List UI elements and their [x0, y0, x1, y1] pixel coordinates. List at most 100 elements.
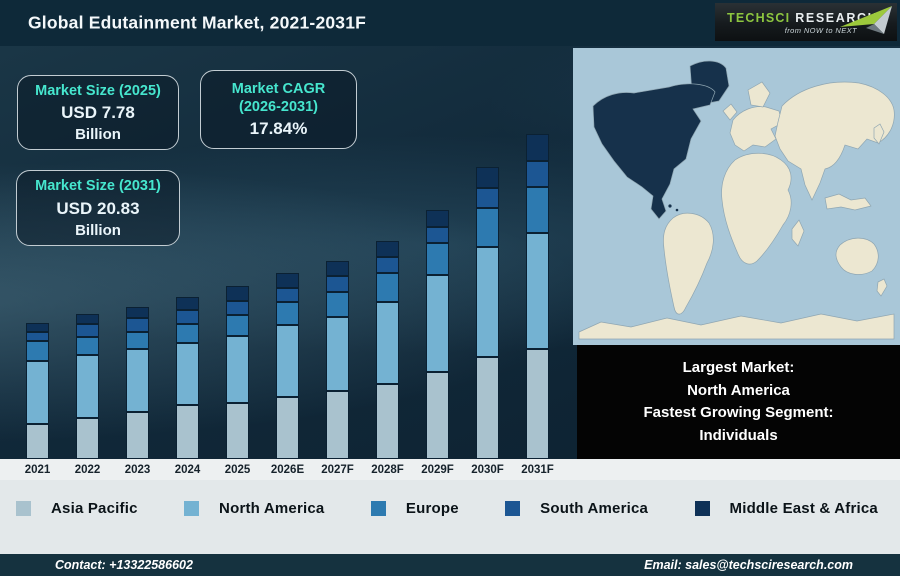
- map-caribbean-island: [675, 208, 679, 212]
- legend-label: Middle East & Africa: [729, 499, 878, 517]
- bar-2029F: [426, 210, 449, 459]
- footer-bar: Contact: +13322586602 Email: sales@techs…: [0, 554, 900, 576]
- note-line: Largest Market:: [682, 359, 795, 376]
- map-antarctica: [578, 313, 895, 340]
- bar-segment-europe: [76, 337, 99, 355]
- bar-2030F: [476, 167, 499, 459]
- x-axis-label-2021: 2021: [24, 464, 51, 476]
- largest-market-note: Largest Market: North America Fastest Gr…: [577, 345, 900, 459]
- legend-swatch: [694, 500, 710, 516]
- legend-label: North America: [219, 499, 325, 517]
- logo-brand-primary: TechSci: [727, 11, 791, 25]
- bar-segment-europe: [226, 315, 249, 336]
- x-axis-label-2031F: 2031F: [521, 464, 554, 476]
- note-line: Fastest Growing Segment:: [643, 404, 834, 421]
- bar-2021: [26, 323, 49, 459]
- bar-2025: [226, 286, 249, 459]
- page-title: Global Edutainment Market, 2021-2031F: [28, 12, 367, 33]
- legend-swatch: [16, 500, 31, 516]
- map-new-zealand: [876, 278, 888, 297]
- bar-segment-middle-east-africa: [226, 286, 249, 301]
- map-europe: [729, 106, 783, 152]
- map-caribbean-island: [668, 204, 672, 208]
- info-box-value: USD 20.83: [56, 198, 140, 218]
- bar-2031F: [526, 134, 549, 459]
- bar-segment-south-america: [376, 257, 399, 273]
- bar-segment-asia-pacific: [326, 391, 349, 459]
- logo-arrow-icon: [840, 6, 892, 34]
- bar-segment-europe: [526, 187, 549, 233]
- legend-label: South America: [540, 499, 649, 517]
- bar-segment-middle-east-africa: [126, 307, 149, 318]
- bar-segment-middle-east-africa: [376, 241, 399, 257]
- bar-segment-asia-pacific: [76, 418, 99, 459]
- bar-segment-middle-east-africa: [476, 167, 499, 188]
- map-indonesia: [824, 193, 872, 211]
- x-axis-label-2024: 2024: [174, 464, 201, 476]
- footer-contact: Contact: +13322586602: [55, 558, 193, 572]
- bar-2028F: [376, 241, 399, 459]
- x-axis-label-2026E: 2026E: [270, 464, 305, 476]
- legend-swatch: [184, 500, 200, 516]
- map-australia: [835, 237, 879, 275]
- bar-segment-middle-east-africa: [176, 297, 199, 310]
- logo-tagline: from NOW to NEXT: [784, 26, 857, 35]
- bar-segment-asia-pacific: [126, 412, 149, 459]
- bar-segment-north-america: [426, 275, 449, 372]
- legend-item-north-america: North America: [184, 500, 324, 517]
- bar-2022: [76, 314, 99, 459]
- bar-segment-middle-east-africa: [526, 134, 549, 161]
- info-box-market-cagr: Market CAGR (2026-2031) 17.84%: [200, 70, 357, 149]
- bar-segment-north-america: [276, 325, 299, 397]
- info-box-market-size-2025: Market Size (2025) USD 7.78 Billion: [17, 75, 179, 150]
- bar-segment-middle-east-africa: [276, 273, 299, 288]
- x-axis-label-2027F: 2027F: [321, 464, 354, 476]
- x-axis-label-2029F: 2029F: [421, 464, 454, 476]
- map-scandinavia: [747, 81, 771, 108]
- bar-segment-middle-east-africa: [76, 314, 99, 324]
- map-africa: [721, 152, 792, 265]
- info-box-title: Market Size (2025): [35, 82, 161, 99]
- legend-item-asia-pacific: Asia Pacific: [16, 500, 138, 517]
- legend-swatch: [370, 500, 386, 516]
- bar-segment-south-america: [326, 276, 349, 292]
- bar-segment-south-america: [26, 332, 49, 341]
- legend-label: Europe: [405, 499, 459, 517]
- bar-segment-south-america: [176, 310, 199, 324]
- x-axis-label-2030F: 2030F: [471, 464, 504, 476]
- bar-segment-north-america: [526, 233, 549, 349]
- chart-area: Market Size (2025) USD 7.78 Billion Mark…: [0, 46, 900, 459]
- bar-segment-europe: [176, 324, 199, 343]
- bar-segment-north-america: [376, 302, 399, 384]
- map-japan: [873, 123, 885, 145]
- footer-email: Email: sales@techsciresearch.com: [644, 558, 853, 572]
- info-box-value: 17.84%: [249, 119, 308, 139]
- x-axis-label-2023: 2023: [124, 464, 151, 476]
- bar-segment-asia-pacific: [276, 397, 299, 459]
- bar-segment-north-america: [176, 343, 199, 405]
- bar-segment-south-america: [226, 301, 249, 315]
- info-box-unit: Billion: [75, 126, 121, 144]
- map-madagascar: [791, 219, 805, 247]
- bar-segment-south-america: [76, 324, 99, 337]
- legend-item-south-america: South America: [505, 500, 648, 517]
- bar-segment-middle-east-africa: [26, 323, 49, 332]
- techsci-logo: TechSci Research from NOW to NEXT: [715, 3, 897, 41]
- world-map: [573, 48, 900, 345]
- legend-label: Asia Pacific: [51, 499, 138, 517]
- bar-segment-asia-pacific: [176, 405, 199, 459]
- info-box-title: Market CAGR (2026-2031): [231, 80, 326, 115]
- bar-2026E: [276, 273, 299, 459]
- bar-segment-middle-east-africa: [426, 210, 449, 227]
- bar-2027F: [326, 261, 349, 459]
- info-box-title: Market Size (2031): [35, 178, 161, 195]
- bar-segment-asia-pacific: [376, 384, 399, 459]
- bar-segment-north-america: [26, 361, 49, 424]
- stacked-bar-chart: [0, 46, 573, 459]
- bottom-strip: 2021 2022 2023 2024 2025 2026E 2027F 2028F 2029F…: [0, 459, 900, 554]
- note-line: Individuals: [699, 426, 778, 444]
- bar-segment-north-america: [126, 349, 149, 412]
- bar-segment-north-america: [76, 355, 99, 418]
- header-bar: Global Edutainment Market, 2021-2031F Te…: [0, 0, 900, 46]
